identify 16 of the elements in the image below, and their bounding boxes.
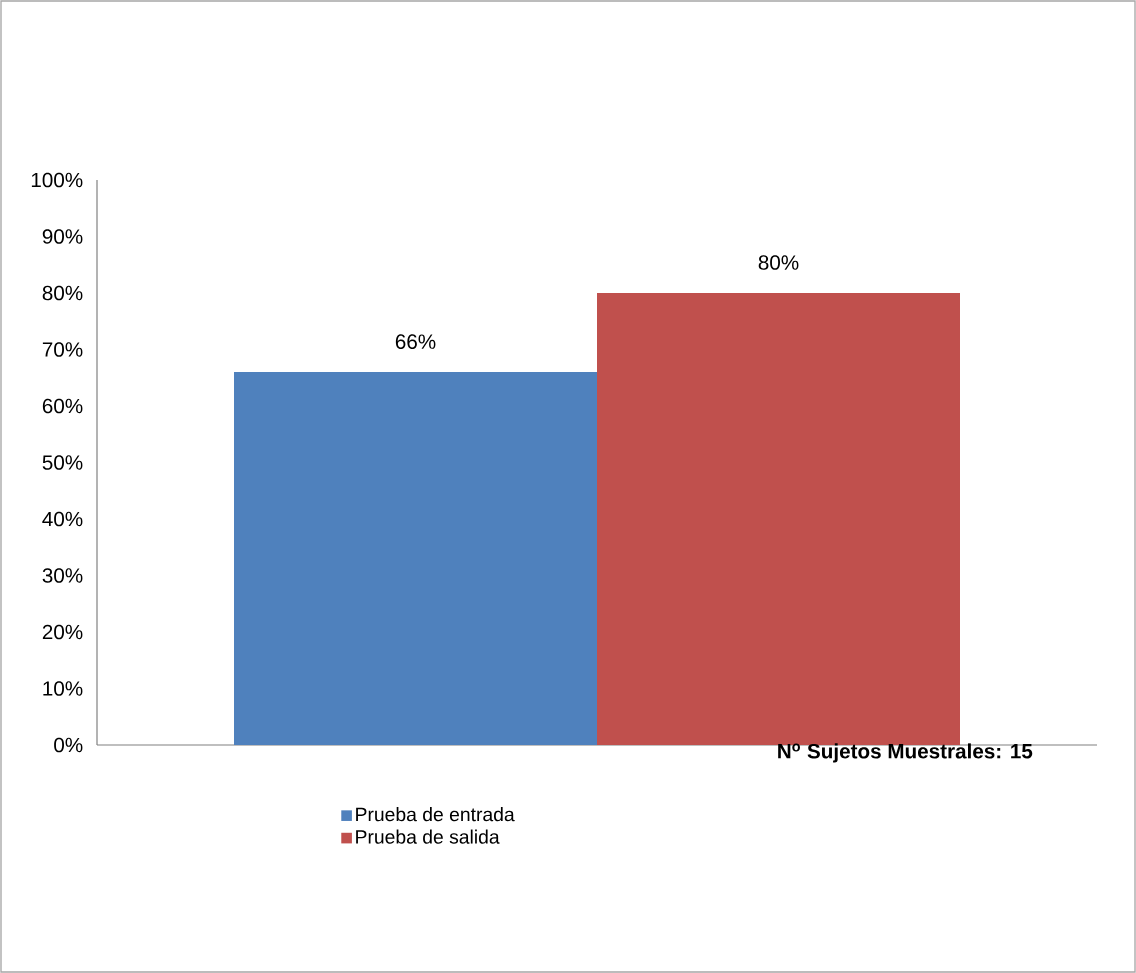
y-tick-label: 100% <box>31 172 83 188</box>
legend-label: Prueba de salida <box>356 829 500 844</box>
y-tick-label: 50% <box>42 455 83 470</box>
y-tick-label: 40% <box>42 511 83 527</box>
data-label: 80% <box>758 255 799 270</box>
y-tick-label: 20% <box>42 624 83 640</box>
y-tick-label: 90% <box>42 229 83 244</box>
y-tick-label: 30% <box>42 568 83 583</box>
y-tick-label: 0% <box>54 737 83 753</box>
y-tick-label: 10% <box>43 681 83 696</box>
text: N$^{o}$ Sujetos Muestrales: 15 <box>778 743 1033 763</box>
y-tick-label: 60% <box>42 398 83 414</box>
y-tick-label: 80% <box>42 285 83 301</box>
y-tick-label: 70% <box>42 342 83 357</box>
legend-label: Prueba de entrada <box>356 807 515 822</box>
data-label: 66% <box>395 334 436 349</box>
